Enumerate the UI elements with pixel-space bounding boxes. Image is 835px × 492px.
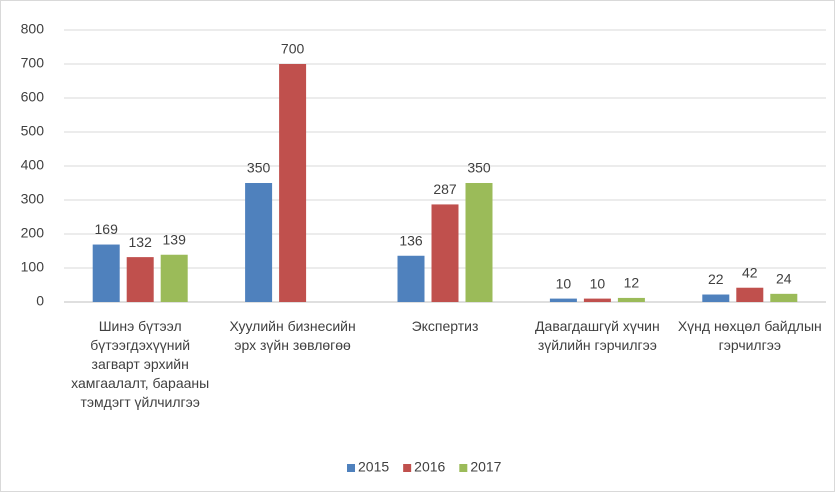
bar [160, 254, 188, 302]
bar [279, 64, 307, 302]
y-tick-label: 300 [21, 191, 45, 207]
value-label: 22 [708, 271, 724, 287]
legend-swatch [347, 464, 355, 472]
x-tick-label: Экспертиз [411, 318, 479, 334]
x-tick-label: Шинэ бүтээл бүтээгдэхүүний загварт эрхий… [71, 318, 210, 410]
bar [736, 287, 764, 302]
value-label: 12 [624, 275, 640, 291]
x-tick-label: Хуулийн бизнесийн эрх зүйн зөвлөгөө [229, 318, 356, 353]
value-label: 132 [129, 234, 153, 250]
bar [397, 255, 425, 302]
bar [465, 183, 493, 302]
value-label: 139 [163, 231, 187, 247]
legend-label: 2015 [358, 459, 389, 475]
value-label: 10 [590, 275, 606, 291]
legend-swatch [403, 464, 412, 472]
value-label: 350 [247, 160, 271, 176]
bar [92, 244, 120, 302]
legend-label: 2017 [470, 459, 501, 475]
bar [431, 204, 459, 302]
y-tick-label: 700 [21, 55, 45, 71]
bar [126, 257, 154, 302]
bar [245, 183, 273, 302]
y-tick-label: 600 [21, 89, 45, 105]
y-tick-label: 500 [21, 123, 45, 139]
y-tick-label: 0 [36, 293, 44, 309]
y-tick-label: 800 [21, 21, 45, 37]
y-tick-label: 200 [21, 225, 45, 241]
bar [583, 298, 611, 302]
value-label: 24 [776, 271, 792, 287]
y-tick-label: 400 [21, 157, 45, 173]
bar [549, 298, 577, 302]
value-label: 700 [281, 41, 305, 57]
value-label: 169 [95, 221, 119, 237]
x-tick-label: Хүнд нөхцөл байдлын гэрчилгээ [677, 318, 822, 353]
value-label: 136 [399, 232, 423, 248]
value-label: 42 [742, 264, 758, 280]
legend-swatch [459, 464, 468, 472]
bar [617, 297, 645, 302]
x-tick-label: Давагдашгүй хүчин зүйлийн гэрчилгээ [535, 318, 660, 353]
bar [702, 294, 730, 302]
legend-label: 2016 [414, 459, 445, 475]
y-tick-label: 100 [21, 259, 45, 275]
bar [770, 293, 798, 302]
value-label: 350 [467, 160, 491, 176]
value-label: 10 [556, 275, 572, 291]
value-label: 287 [433, 181, 457, 197]
